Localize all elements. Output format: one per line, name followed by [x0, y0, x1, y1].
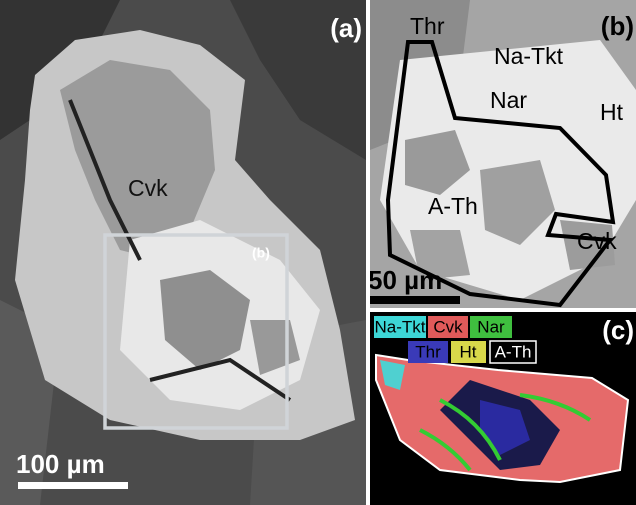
annotation: (b) [252, 245, 270, 261]
scale-bar-label: 100 µm [16, 449, 105, 479]
annotation: Thr [410, 13, 445, 39]
annotation: A-Th [428, 193, 478, 219]
scale-bar [370, 296, 460, 304]
legend-label: Thr [415, 342, 441, 361]
panel-c: Na-Tkt Cvk Nar Thr Ht A-Th (c) [370, 312, 636, 505]
scale-bar-label: 50 µm [368, 265, 442, 295]
annotation: Cvk [128, 175, 168, 201]
annotation: Ht [600, 99, 624, 125]
panel-a: Cvk (b) (a) 100 µm [0, 0, 366, 505]
legend-label: Cvk [433, 317, 463, 336]
legend-label: Na-Tkt [375, 317, 426, 336]
panel-b: Thr Na-Tkt Nar Ht A-Th Cvk (b) 50 µm [368, 0, 636, 308]
annotation: Na-Tkt [494, 43, 564, 69]
annotation: Nar [490, 87, 527, 113]
panel-label: (b) [601, 11, 634, 41]
legend-label: A-Th [495, 342, 532, 361]
figure: Cvk (b) (a) 100 µm Thr Na-Tkt Nar Ht A-T… [0, 0, 636, 505]
panel-label: (a) [330, 13, 362, 43]
legend-label: Ht [460, 342, 477, 361]
panel-label: (c) [602, 315, 634, 345]
scale-bar [18, 482, 128, 489]
annotation: Cvk [577, 228, 617, 254]
legend-label: Nar [477, 317, 505, 336]
